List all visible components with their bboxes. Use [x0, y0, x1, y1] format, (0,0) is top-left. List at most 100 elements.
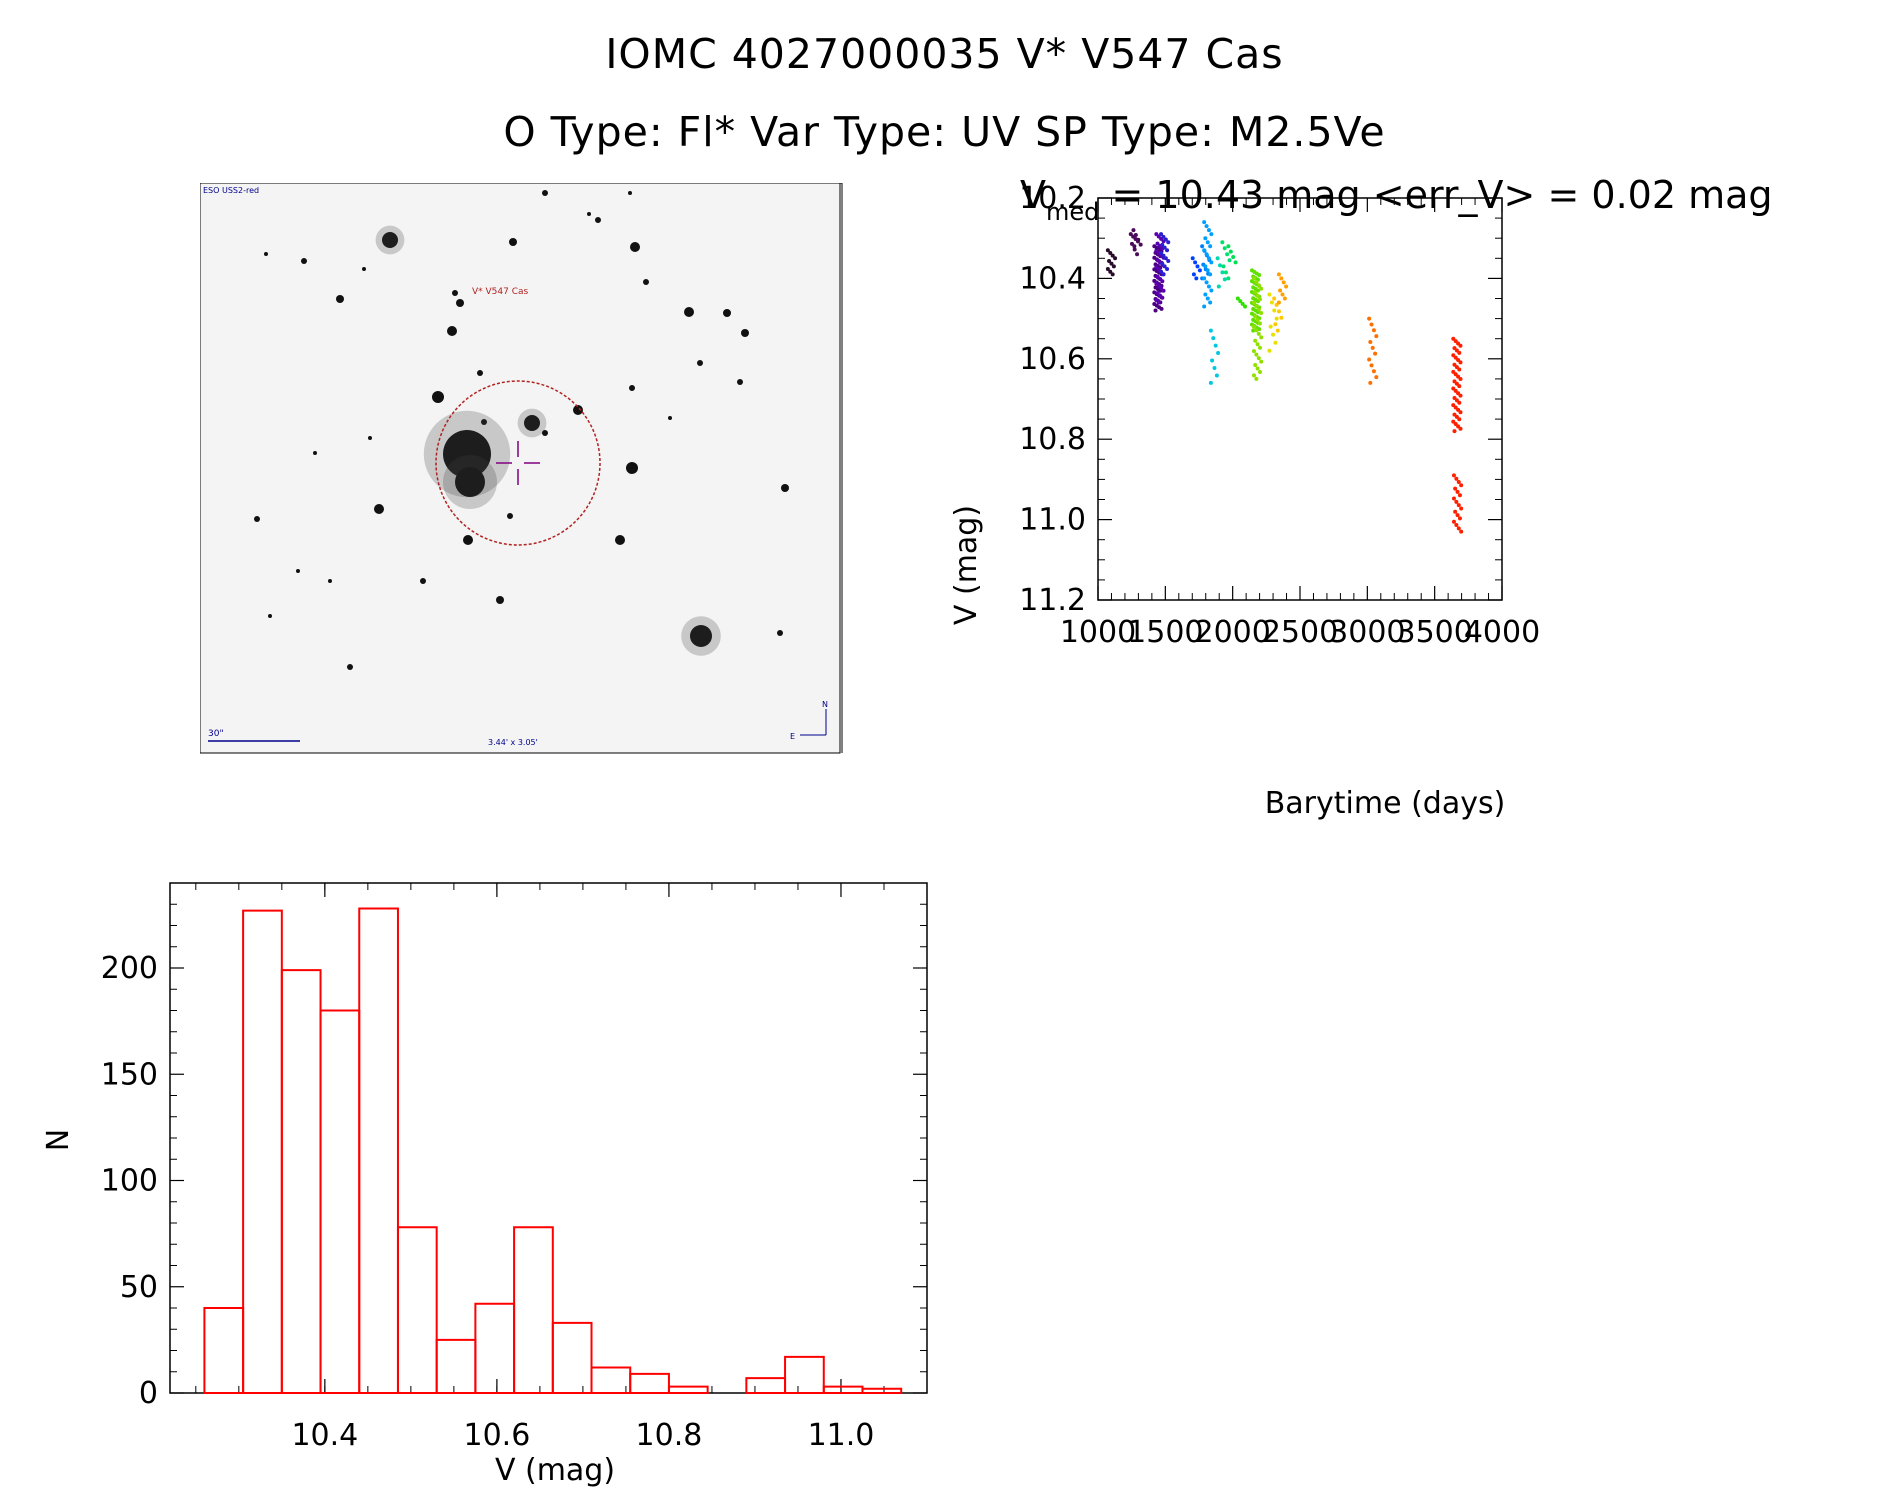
- histogram-bar: [590, 1366, 632, 1394]
- light-curve-chart: Vmed = 10.43 mag <err_V> = 0.02 mag 1000…: [949, 173, 1773, 821]
- light-curve-point: [1131, 228, 1136, 233]
- star: [509, 238, 517, 246]
- star: [452, 290, 458, 296]
- light-curve-point: [1278, 288, 1283, 293]
- light-curve-point: [1253, 290, 1258, 295]
- star-halo: [375, 225, 405, 255]
- star: [456, 299, 464, 307]
- light-curve-point: [1240, 301, 1245, 306]
- star: [542, 430, 548, 436]
- y-tick-label: 11.2: [1019, 583, 1086, 618]
- target-crosshair: [496, 441, 540, 485]
- light-curve-point: [1257, 297, 1262, 302]
- histogram-xlabel: V (mag): [495, 1453, 615, 1488]
- light-curve-point: [1210, 358, 1215, 363]
- light-curve-point: [1272, 296, 1277, 301]
- y-tick-label: 10.6: [1019, 342, 1086, 377]
- light-curve-point: [1368, 339, 1373, 344]
- histogram-ylabel: N: [41, 1129, 76, 1151]
- light-curve-point: [1456, 526, 1461, 531]
- light-curve-point: [1369, 363, 1374, 368]
- star: [643, 279, 649, 285]
- star: [723, 309, 731, 317]
- x-tick-label: 10.4: [291, 1418, 358, 1453]
- light-curve-point: [1454, 523, 1459, 528]
- light-curve-point: [1369, 322, 1374, 327]
- star: [626, 462, 638, 474]
- light-curve-point: [1226, 276, 1231, 281]
- light-curve-point: [1202, 276, 1207, 281]
- light-curve-point: [1163, 256, 1168, 261]
- light-curve-point: [1371, 369, 1376, 374]
- star: [362, 267, 366, 271]
- x-tick-label: 3000: [1329, 615, 1405, 650]
- light-curve-point: [1166, 258, 1171, 263]
- light-curve-point: [1371, 328, 1376, 333]
- star: [690, 625, 712, 647]
- x-tick-label: 10.8: [636, 1418, 703, 1453]
- star: [630, 242, 640, 252]
- light-curve-point: [1228, 249, 1233, 254]
- light-curve-point: [1256, 307, 1261, 312]
- star: [507, 513, 513, 519]
- light-curve-point: [1209, 232, 1214, 237]
- light-curve-point: [1458, 426, 1463, 431]
- x-tick-label: 1500: [1127, 615, 1203, 650]
- light-curve-point: [1284, 284, 1289, 289]
- light-curve-point: [1457, 400, 1462, 405]
- star: [629, 385, 635, 391]
- light-curve-point: [1256, 283, 1261, 288]
- target-circle: [435, 380, 601, 546]
- light-curve-point: [1457, 384, 1462, 389]
- x-tick-label: 2500: [1262, 615, 1338, 650]
- star: [628, 191, 632, 195]
- y-tick-label: 0: [139, 1376, 158, 1411]
- light-curve-point: [1280, 292, 1285, 297]
- x-tick-label: 1000: [1060, 615, 1136, 650]
- histogram-bar: [551, 1321, 593, 1394]
- light-curve-point: [1374, 375, 1379, 380]
- finder-chart: ESO USS2-red V* V547 Cas 30" 3.44' x 3.0…: [200, 183, 843, 754]
- star-halo: [423, 410, 511, 498]
- star: [684, 307, 694, 317]
- light-curve-point: [1274, 316, 1279, 321]
- star: [481, 419, 487, 425]
- light-curve-point: [1281, 280, 1286, 285]
- star: [420, 578, 426, 584]
- histogram-axes: 10.4 10.6 10.8 11.0 0 50 100 150 200: [101, 882, 928, 1453]
- light-curve-point: [1254, 376, 1259, 381]
- light-curve-point: [1452, 429, 1457, 434]
- light-curve-point: [1456, 480, 1461, 485]
- light-curve-point: [1213, 343, 1218, 348]
- y-tick-label: 100: [101, 1164, 158, 1199]
- light-curve-point: [1255, 342, 1260, 347]
- light-curve-point: [1272, 308, 1277, 313]
- light-curve-point: [1208, 380, 1213, 385]
- light-curve-point: [1373, 351, 1378, 356]
- star: [296, 569, 300, 573]
- histogram-bars: [203, 907, 903, 1394]
- light-curve-ylabel: V (mag): [949, 505, 984, 625]
- histogram-bar: [784, 1355, 825, 1394]
- histogram-frame: [169, 882, 928, 1394]
- survey-label: ESO USS2-red: [203, 186, 259, 195]
- light-curve-point: [1206, 228, 1211, 233]
- y-tick-label: 150: [101, 1057, 158, 1092]
- light-curve-point: [1109, 261, 1114, 266]
- x-tick-label: 2000: [1194, 615, 1270, 650]
- x-tick-label: 4000: [1464, 615, 1540, 650]
- star: [368, 436, 372, 440]
- histogram-bar: [822, 1385, 864, 1394]
- light-curve-point: [1205, 268, 1210, 273]
- histogram-bar: [861, 1387, 903, 1394]
- light-curve-point: [1257, 272, 1262, 277]
- light-curve-point: [1209, 260, 1214, 265]
- light-curve-point: [1451, 496, 1456, 501]
- light-curve-point: [1223, 270, 1228, 275]
- light-curve-point: [1256, 331, 1261, 336]
- light-curve-point: [1458, 410, 1463, 415]
- star: [496, 596, 504, 604]
- sky-background: [200, 183, 840, 753]
- light-curve-point: [1132, 244, 1137, 249]
- light-curve-point: [1166, 240, 1171, 245]
